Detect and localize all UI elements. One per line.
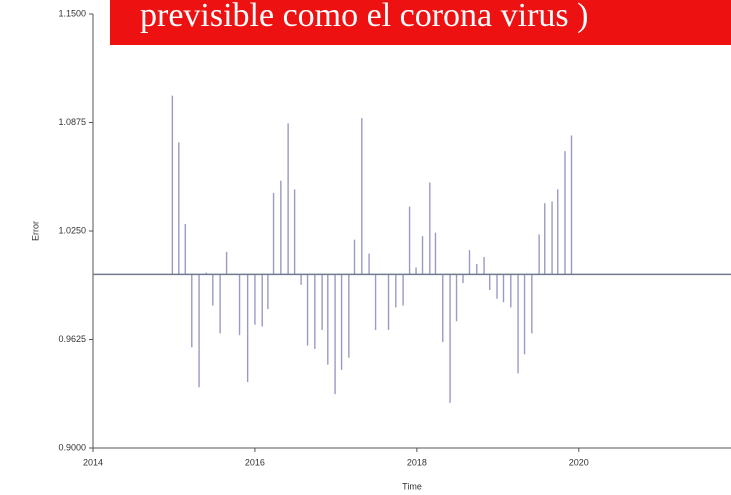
x-tick-label: 2014 [83,457,103,467]
x-axis-label: Time [402,481,422,491]
banner-text: previsible como el corona virus ) [140,0,588,34]
y-tick-label: 0.9000 [58,442,86,452]
x-tick-label: 2016 [245,457,265,467]
y-tick-label: 0.9625 [58,334,86,344]
y-tick-label: 1.0250 [58,225,86,235]
banner [110,0,731,45]
y-tick-label: 1.1500 [58,8,86,18]
y-tick-label: 1.0875 [58,117,86,127]
x-tick-label: 2018 [407,457,427,467]
x-tick-label: 2020 [569,457,589,467]
y-axis-label: Error [30,221,40,241]
